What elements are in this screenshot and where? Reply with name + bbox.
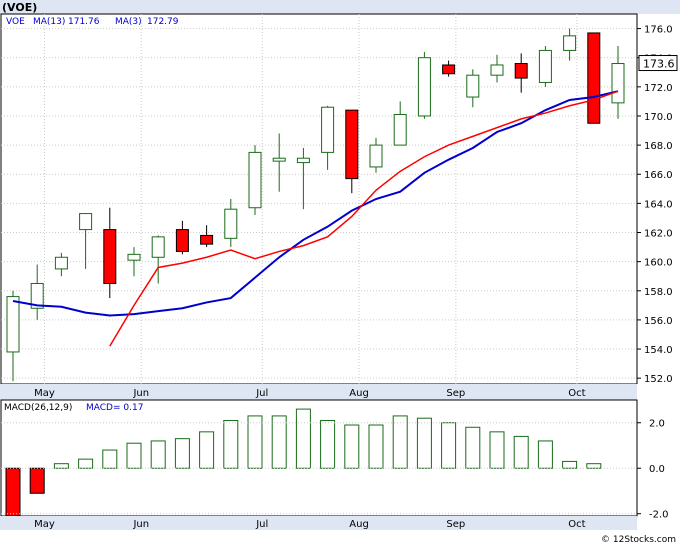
candle-up bbox=[538, 49, 552, 83]
candle-up bbox=[296, 157, 310, 164]
chart-title: (VOE) bbox=[2, 1, 37, 14]
x-month-label-bottom: Sep bbox=[446, 519, 465, 530]
macd-bar-positive bbox=[320, 419, 336, 469]
mid-band-right bbox=[637, 384, 680, 400]
candle-up bbox=[127, 253, 141, 261]
price-ytick-label: 166.0 bbox=[644, 170, 673, 181]
macd-bar-positive bbox=[78, 458, 94, 469]
macd-bar-positive bbox=[537, 440, 553, 469]
candle-down bbox=[175, 229, 189, 252]
x-month-label-top: Sep bbox=[446, 388, 465, 399]
x-month-label-top: Aug bbox=[349, 388, 369, 399]
macd-bar-positive bbox=[271, 415, 287, 469]
x-month-label-bottom: Oct bbox=[568, 519, 585, 530]
price-ytick-label: 158.0 bbox=[644, 287, 673, 298]
legend-ma13-label: MA(13) bbox=[33, 17, 65, 27]
x-month-label-bottom: Jul bbox=[255, 519, 268, 530]
macd-bar-positive bbox=[53, 463, 69, 469]
candle-up bbox=[30, 282, 44, 309]
candle-up bbox=[224, 208, 238, 239]
top-band bbox=[0, 0, 680, 14]
candle-up bbox=[490, 64, 504, 76]
legend-symbol: VOE bbox=[6, 17, 25, 27]
candle-up bbox=[369, 144, 383, 168]
macd-bar-positive bbox=[392, 415, 408, 469]
ma-blue-line bbox=[12, 90, 619, 317]
last-price-label: 173.6 bbox=[643, 58, 675, 71]
x-month-label-bottom: Jun bbox=[132, 519, 149, 530]
macd-title: MACD(26,12,9) bbox=[4, 403, 72, 413]
x-month-label-bottom: Aug bbox=[349, 519, 369, 530]
candle-up bbox=[272, 157, 286, 162]
legend-ma3-value: 172.79 bbox=[147, 17, 179, 27]
watermark: © 12Stocks.com bbox=[601, 535, 676, 545]
macd-bar-positive bbox=[489, 431, 505, 469]
price-ytick-label: 172.0 bbox=[644, 83, 673, 94]
macd-bar-positive bbox=[465, 426, 481, 469]
candle-up bbox=[393, 114, 407, 146]
x-month-label-top: Jun bbox=[132, 388, 149, 399]
candle-down bbox=[442, 64, 456, 75]
macd-bar-positive bbox=[223, 419, 239, 469]
macd-ytick-label: 0.0 bbox=[649, 464, 665, 475]
price-ytick-label: 162.0 bbox=[644, 229, 673, 240]
macd-bar-positive bbox=[416, 417, 432, 469]
macd-bar-positive bbox=[199, 431, 215, 469]
price-ytick-label: 168.0 bbox=[644, 141, 673, 152]
candle-up bbox=[321, 106, 335, 153]
price-ytick-label: 154.0 bbox=[644, 345, 673, 356]
x-month-label-top: Oct bbox=[568, 388, 585, 399]
macd-bar-positive bbox=[150, 440, 166, 469]
macd-bar-positive bbox=[441, 422, 457, 469]
candle-down bbox=[200, 234, 214, 245]
x-month-label-top: Jul bbox=[255, 388, 268, 399]
price-ytick-label: 170.0 bbox=[644, 112, 673, 123]
candle-up bbox=[466, 74, 480, 98]
ma-red-line bbox=[109, 90, 619, 347]
macd-bar-positive bbox=[102, 449, 118, 469]
x-month-label-bottom: May bbox=[34, 519, 55, 530]
legend-ma13-value: 171.76 bbox=[68, 17, 100, 27]
candle-down bbox=[345, 109, 359, 180]
candle-up bbox=[79, 213, 93, 231]
price-ytick-label: 176.0 bbox=[644, 25, 673, 36]
macd-bar-positive bbox=[174, 438, 190, 469]
macd-bar-positive bbox=[344, 424, 360, 469]
x-month-label-top: May bbox=[34, 388, 55, 399]
candle-down bbox=[103, 229, 117, 284]
macd-bar-positive bbox=[368, 424, 384, 469]
price-ytick-label: 164.0 bbox=[644, 199, 673, 210]
macd-bar-positive bbox=[513, 435, 529, 469]
macd-ytick-label: -2.0 bbox=[649, 510, 669, 521]
candle-up bbox=[151, 236, 165, 258]
price-panel bbox=[0, 13, 638, 385]
price-ytick-label: 152.0 bbox=[644, 374, 673, 385]
last-price-box bbox=[638, 55, 678, 72]
price-ytick-label: 160.0 bbox=[644, 258, 673, 269]
legend-ma3-label: MA(3) bbox=[115, 17, 142, 27]
candle-down bbox=[587, 32, 601, 124]
macd-bar-negative bbox=[5, 467, 21, 517]
candle-up bbox=[248, 151, 262, 209]
macd-value: MACD= 0.17 bbox=[86, 403, 143, 413]
macd-bar-positive bbox=[295, 408, 311, 469]
candle-up bbox=[54, 256, 68, 270]
candle-up bbox=[611, 63, 625, 104]
candle-up bbox=[6, 296, 20, 353]
bottom-band bbox=[0, 516, 637, 530]
candle-up bbox=[563, 35, 577, 51]
macd-bar-positive bbox=[126, 442, 142, 469]
macd-bar-positive bbox=[562, 460, 578, 469]
macd-bar-negative bbox=[29, 467, 45, 494]
macd-bar-positive bbox=[247, 415, 263, 469]
candle-up bbox=[417, 57, 431, 117]
macd-ytick-label: 2.0 bbox=[649, 419, 665, 430]
macd-bar-positive bbox=[586, 463, 602, 469]
candle-down bbox=[514, 63, 528, 79]
price-ytick-label: 156.0 bbox=[644, 316, 673, 327]
mid-band bbox=[0, 384, 637, 400]
